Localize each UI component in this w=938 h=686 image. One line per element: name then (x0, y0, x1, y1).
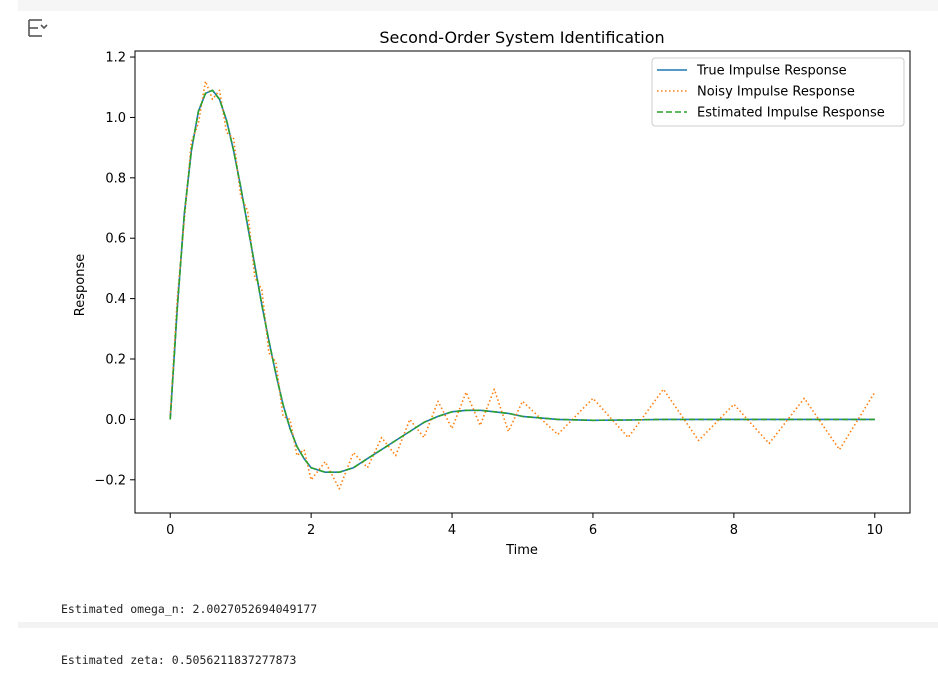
output-collapse-icon[interactable] (26, 16, 50, 40)
zeta-estimate-line: Estimated zeta: 0.5056211837277873 (61, 653, 297, 667)
legend-label: Noisy Impulse Response (697, 85, 855, 100)
y-tick-label: 0.4 (105, 292, 126, 307)
legend-box (651, 57, 905, 127)
x-tick-label: 10 (866, 523, 883, 538)
y-tick-label: 1.2 (105, 51, 126, 66)
plot-frame (134, 50, 911, 514)
y-tick-label: 0.0 (105, 413, 126, 428)
y-tick-label: 1.0 (105, 111, 126, 126)
impulse-response-chart: Second-Order System Identification 0 2 4 6 8… (73, 28, 911, 558)
chart-legend: True Impulse Response Noisy Impulse Respo… (651, 57, 905, 127)
series-line-estimated-impulse-response (169, 89, 875, 474)
x-tick-label: 6 (589, 523, 597, 538)
legend-label: True Impulse Response (696, 64, 847, 79)
chart-title: Second-Order System Identification (379, 28, 664, 47)
plot-area: 0 2 4 6 8 10 −0.2 0.0 0.2 0.4 0.6 0.8 1.0 1.2 (94, 50, 911, 538)
cell-bottom-strip (18, 622, 938, 628)
omega-estimate-line: Estimated omega_n: 2.0027052694049177 (61, 602, 318, 616)
x-tick-label: 8 (730, 523, 738, 538)
x-axis-label: Time (505, 543, 538, 558)
series-line-true-impulse-response (169, 89, 875, 474)
y-tick-label: 0.6 (105, 232, 126, 247)
x-tick-label: 0 (166, 523, 174, 538)
y-tick-label: 0.2 (105, 353, 126, 368)
y-axis-label: Response (73, 254, 88, 316)
legend-label: Estimated Impulse Response (697, 106, 885, 121)
y-tick-label: −0.2 (94, 473, 126, 488)
x-tick-label: 2 (307, 523, 315, 538)
cell-top-strip (18, 0, 938, 11)
x-tick-label: 4 (448, 523, 456, 538)
series-line-noisy-impulse-response (169, 80, 876, 490)
y-tick-label: 0.8 (105, 171, 126, 186)
